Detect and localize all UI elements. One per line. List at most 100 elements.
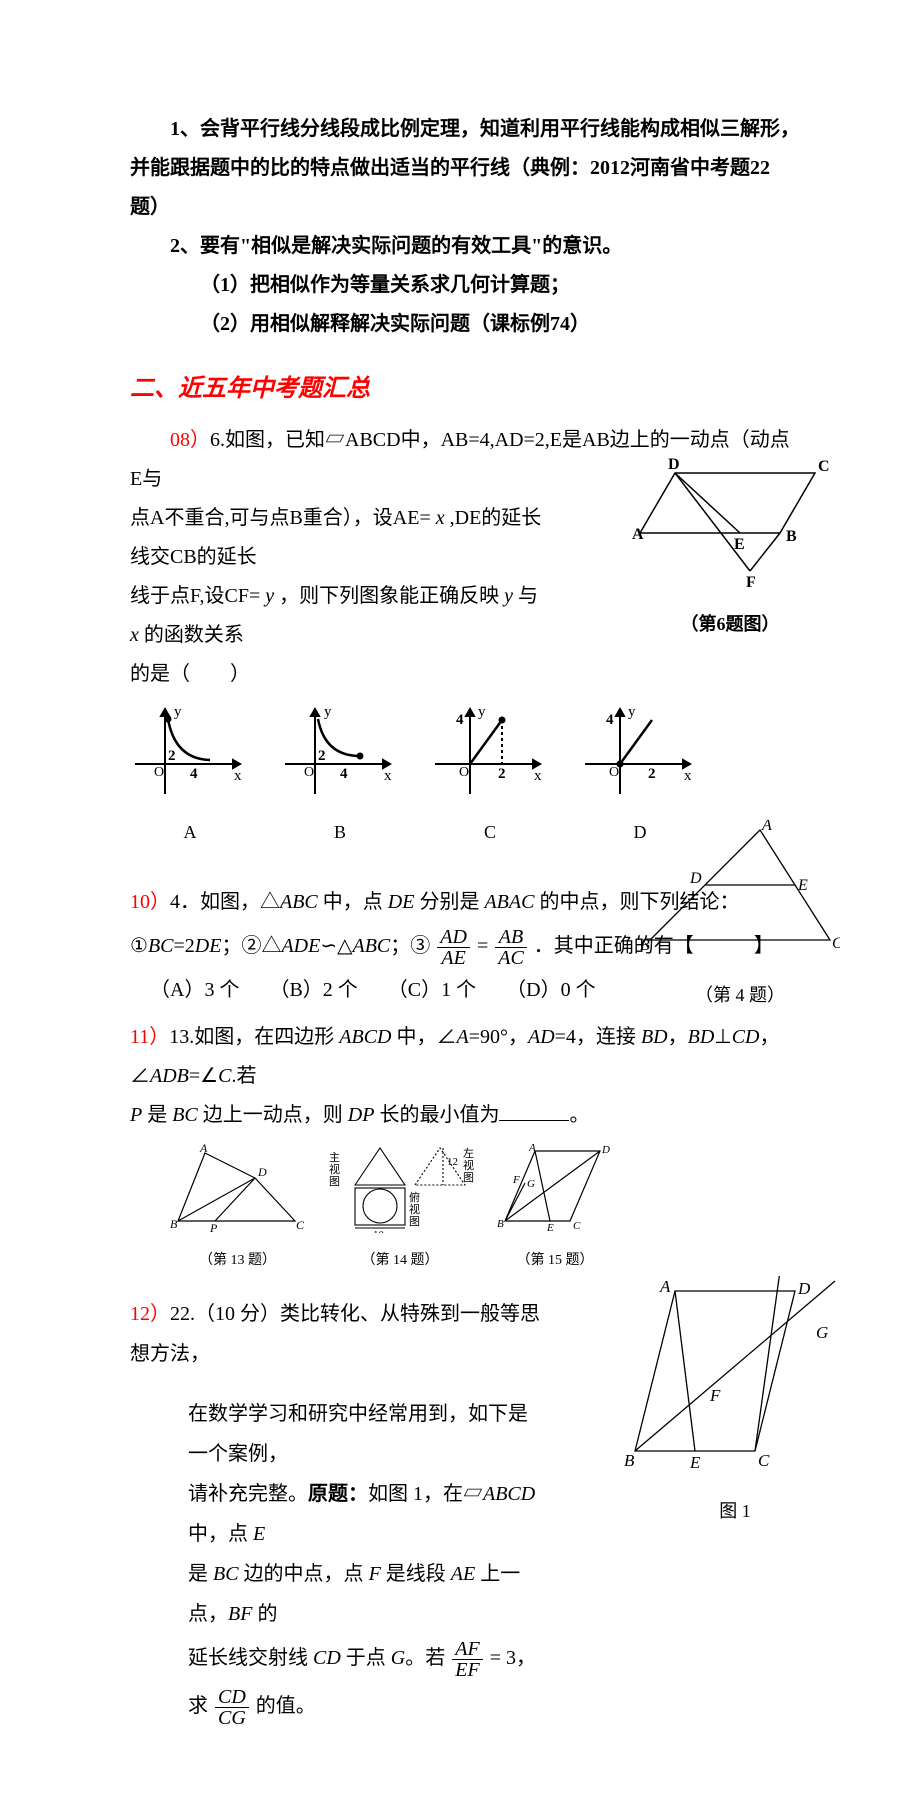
- svg-text:G: G: [816, 1323, 828, 1342]
- text: 线于点F,设CF=: [130, 585, 265, 607]
- intro-para-2: 2、要有"相似是解决实际问题的有效工具"的意识。: [130, 227, 800, 266]
- text: 点A不重合,可与点B重合），设AE=: [130, 507, 436, 529]
- text: 2012河南省中考题22: [590, 157, 770, 179]
- text: 22.: [170, 1303, 195, 1325]
- text: 中，点: [318, 891, 388, 913]
- svg-text:O: O: [459, 765, 469, 780]
- numerator: CD: [215, 1687, 249, 1708]
- var-x: x: [436, 507, 445, 529]
- fraction: ABAC: [495, 927, 527, 968]
- text: C: [218, 1065, 231, 1087]
- section-header: 二、近五年中考题汇总: [130, 366, 800, 413]
- svg-text:G: G: [527, 1178, 535, 1190]
- denominator: CG: [215, 1708, 249, 1728]
- svg-text:A: A: [659, 1277, 671, 1296]
- parallelogram-icon: A D G F B E C: [620, 1276, 850, 1476]
- text: 如图，在四边形: [194, 1026, 339, 1048]
- q13-line2: P 是 BC 边上一动点，则 DP 长的最小值为。: [130, 1096, 800, 1135]
- svg-text:y: y: [628, 704, 636, 720]
- text: =90°，: [469, 1026, 528, 1048]
- svg-text:D: D: [601, 1144, 610, 1156]
- q13-tag: 11）: [130, 1026, 169, 1048]
- svg-text:O: O: [304, 765, 314, 780]
- svg-text:2: 2: [168, 748, 176, 764]
- q6-tag: 08）: [170, 429, 210, 451]
- text: 是: [188, 1563, 213, 1585]
- q22-body: 12）22.（10 分）类比转化、从特殊到一般等思想方法， 在数学学习和研究中经…: [130, 1294, 540, 1730]
- svg-text:F: F: [746, 574, 756, 591]
- text: 题）: [130, 196, 170, 218]
- text: AD: [528, 1026, 555, 1048]
- var-y: y: [265, 585, 274, 607]
- text: BD: [688, 1026, 715, 1048]
- q22-line2: 在数学学习和研究中经常用到，如下是一个案例，: [130, 1394, 540, 1474]
- q4-figure-caption: （第 4 题）: [640, 976, 840, 1016]
- text: ABCD: [339, 1026, 391, 1048]
- text: G: [391, 1647, 405, 1669]
- svg-text:C: C: [296, 1218, 305, 1232]
- q6-line4: 的是（ ）: [130, 655, 550, 694]
- svg-text:O: O: [609, 765, 619, 780]
- figure-13: A D B P C （第 13 题）: [170, 1143, 305, 1274]
- quad-icon: A D B P C: [170, 1143, 305, 1233]
- svg-text:4: 4: [340, 766, 348, 782]
- text: ；②△: [221, 935, 281, 957]
- svg-text:2: 2: [318, 748, 326, 764]
- text: 原题：: [308, 1483, 368, 1505]
- var-y: y: [504, 585, 513, 607]
- svg-text:C: C: [573, 1220, 581, 1232]
- svg-text:x: x: [384, 768, 392, 784]
- q22-tag: 12）: [130, 1303, 170, 1325]
- q22-figure: A D G F B E C 图 1: [620, 1276, 850, 1529]
- svg-text:D: D: [668, 456, 680, 473]
- svg-text:F: F: [512, 1174, 520, 1186]
- text: 的: [252, 1603, 277, 1625]
- question-13: 11）13.如图，在四边形 ABCD 中，∠A=90°，AD=4，连接 BD，B…: [130, 1018, 800, 1274]
- svg-text:左: 左: [463, 1147, 474, 1160]
- svg-text:F: F: [709, 1386, 721, 1405]
- svg-text:E: E: [689, 1453, 701, 1472]
- option-label: A: [130, 815, 250, 850]
- q22-line5: 延长线交射线 CD 于点 G。若 AFEF = 3，求 CDCG 的值。: [130, 1634, 540, 1730]
- svg-text:E: E: [734, 536, 745, 553]
- text: ADE: [281, 935, 320, 957]
- svg-text:图: 图: [463, 1171, 474, 1184]
- text: BD: [641, 1026, 668, 1048]
- q6-body: 点A不重合,可与点B重合），设AE= x ,DE的延长线交CB的延长 线于点F,…: [130, 499, 550, 694]
- text: 边的中点，点: [239, 1563, 369, 1585]
- text: CD: [732, 1026, 760, 1048]
- q13-line1: 11）13.如图，在四边形 ABCD 中，∠A=90°，AD=4，连接 BD，B…: [130, 1018, 800, 1096]
- svg-text:A: A: [528, 1143, 536, 1154]
- text: =4，连接: [555, 1026, 641, 1048]
- text: 边上一动点，则: [198, 1104, 348, 1126]
- numerator: AF: [452, 1639, 482, 1660]
- text: ABCD: [483, 1483, 535, 1505]
- text: ，则下列图象能正确反映: [274, 585, 504, 607]
- svg-text:2: 2: [498, 766, 506, 782]
- text: 是线段: [381, 1563, 451, 1585]
- svg-text:B: B: [170, 1217, 178, 1231]
- text: ADB: [150, 1065, 189, 1087]
- text: 延长线交射线: [188, 1647, 313, 1669]
- svg-text:A: A: [199, 1143, 208, 1155]
- numerator: AB: [495, 927, 527, 948]
- document-page: 1、会背平行线分线段成比例定理，知道利用平行线能构成相似三解形，并能跟据题中的比…: [0, 0, 920, 1810]
- text: BC: [172, 1104, 198, 1126]
- q4-tag: 10）: [130, 891, 170, 913]
- var-x: x: [130, 624, 139, 646]
- text: 的函数关系: [139, 624, 244, 646]
- text: 于点: [341, 1647, 391, 1669]
- text: 是: [142, 1104, 172, 1126]
- text: P: [130, 1104, 142, 1126]
- parallelogram-icon: D C A E B F: [630, 453, 830, 593]
- text: 长的最小值为: [374, 1104, 499, 1126]
- svg-text:12: 12: [447, 1156, 458, 1168]
- graph-icon: 2 4 O x y: [280, 704, 400, 799]
- text: .若: [231, 1065, 256, 1087]
- denominator: AC: [495, 948, 527, 968]
- figure-14: 主视图 左视图 俯视图 12 10 （第 14 题）: [325, 1143, 475, 1274]
- svg-text:E: E: [797, 877, 808, 894]
- text: ，: [668, 1026, 688, 1048]
- svg-text:视: 视: [329, 1162, 340, 1176]
- text: A: [456, 1026, 468, 1048]
